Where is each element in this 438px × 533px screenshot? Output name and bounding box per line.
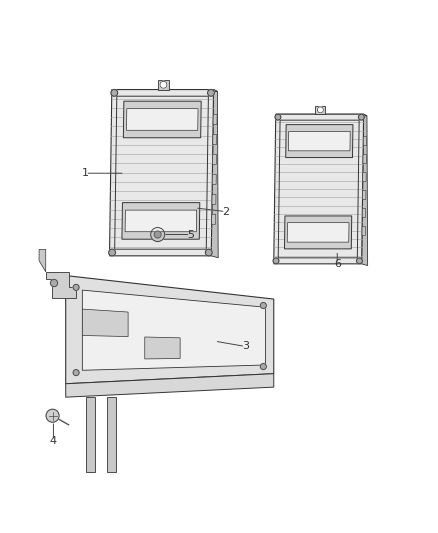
Circle shape	[275, 114, 281, 120]
Circle shape	[357, 258, 362, 264]
Polygon shape	[363, 190, 366, 199]
Circle shape	[160, 81, 167, 88]
Circle shape	[273, 258, 279, 264]
Polygon shape	[362, 114, 367, 265]
Polygon shape	[107, 397, 117, 472]
Polygon shape	[287, 223, 349, 242]
Polygon shape	[213, 134, 217, 144]
Circle shape	[46, 409, 59, 422]
Polygon shape	[66, 276, 274, 384]
Circle shape	[260, 364, 266, 369]
Polygon shape	[66, 374, 274, 397]
Polygon shape	[285, 216, 352, 249]
Circle shape	[111, 90, 118, 96]
Polygon shape	[363, 173, 366, 182]
Circle shape	[208, 90, 214, 96]
Polygon shape	[363, 155, 367, 164]
Polygon shape	[86, 397, 95, 472]
Circle shape	[358, 114, 364, 120]
Polygon shape	[82, 290, 265, 370]
Circle shape	[73, 369, 79, 376]
Circle shape	[205, 249, 212, 256]
Polygon shape	[286, 125, 353, 158]
Polygon shape	[213, 115, 217, 125]
Polygon shape	[125, 210, 197, 232]
Polygon shape	[315, 106, 325, 114]
Polygon shape	[39, 249, 46, 272]
Polygon shape	[122, 203, 200, 239]
Polygon shape	[274, 114, 364, 264]
Circle shape	[260, 303, 266, 309]
Polygon shape	[363, 136, 367, 146]
Text: 3: 3	[242, 342, 249, 351]
Polygon shape	[212, 155, 216, 164]
Polygon shape	[362, 208, 366, 217]
Text: 2: 2	[222, 207, 229, 216]
Polygon shape	[212, 174, 216, 184]
Polygon shape	[289, 131, 350, 151]
Text: 5: 5	[187, 230, 194, 239]
Text: 1: 1	[82, 168, 89, 178]
Circle shape	[151, 228, 165, 241]
Polygon shape	[276, 114, 367, 116]
Polygon shape	[110, 90, 214, 256]
Polygon shape	[46, 272, 76, 298]
Polygon shape	[82, 309, 128, 336]
Polygon shape	[362, 227, 365, 236]
Polygon shape	[211, 90, 218, 258]
Circle shape	[318, 107, 323, 113]
Polygon shape	[112, 90, 217, 92]
Polygon shape	[158, 80, 169, 90]
Polygon shape	[127, 109, 198, 130]
Text: 4: 4	[50, 436, 57, 446]
Circle shape	[109, 249, 116, 256]
Polygon shape	[212, 214, 215, 224]
Text: 6: 6	[334, 259, 341, 269]
Circle shape	[154, 231, 161, 238]
Circle shape	[73, 285, 79, 290]
Circle shape	[50, 279, 58, 287]
Polygon shape	[145, 337, 180, 359]
Polygon shape	[124, 101, 201, 138]
Polygon shape	[212, 195, 216, 204]
